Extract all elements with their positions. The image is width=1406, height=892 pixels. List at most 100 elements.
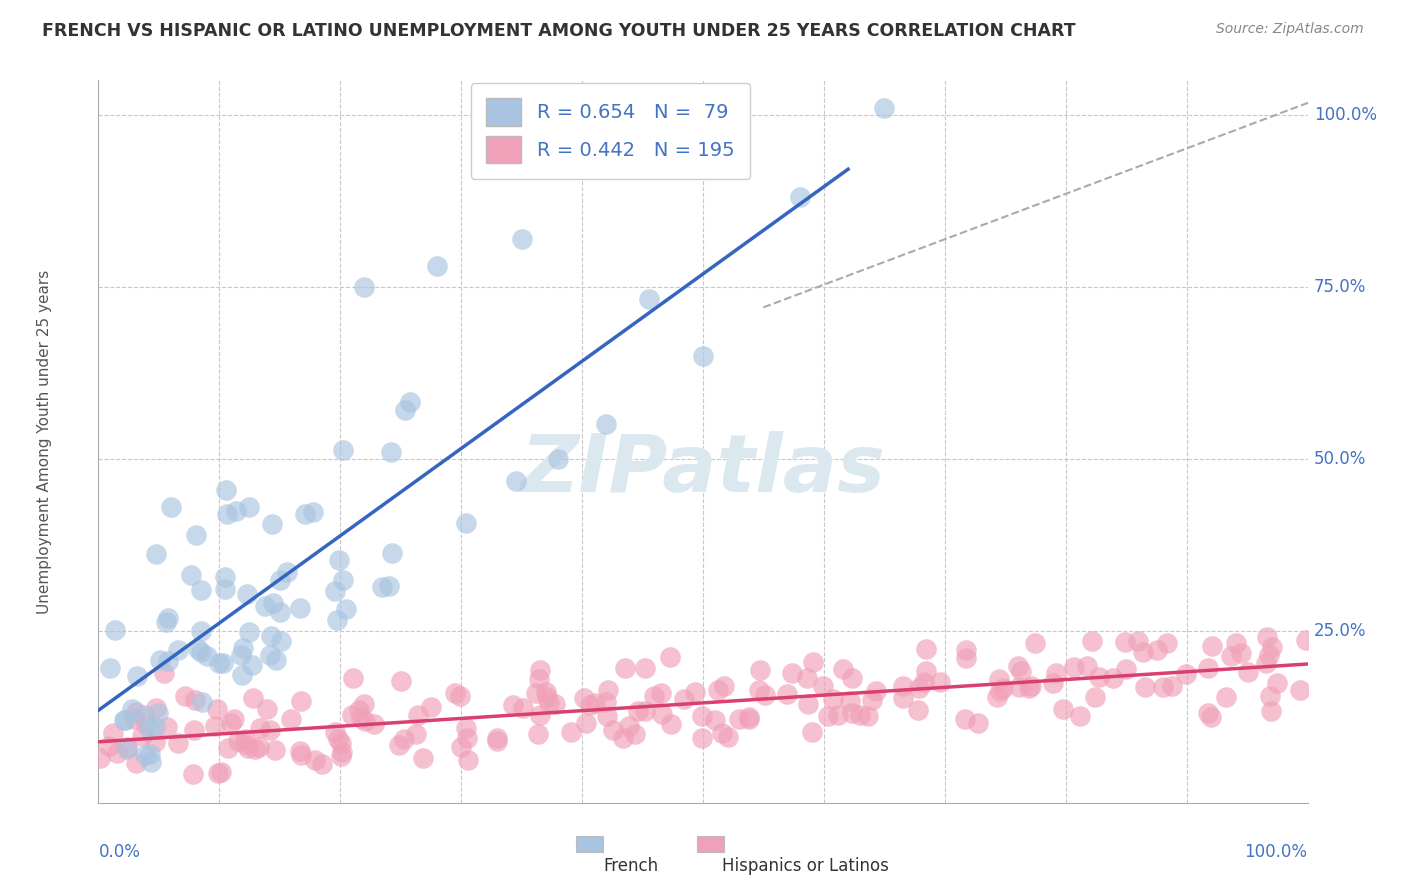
Point (595, 695, 617, 709)
Point (132, 708, 155, 723)
Point (121, 701, 143, 715)
Point (915, 642, 938, 657)
Point (456, 731, 478, 746)
Point (405, 727, 427, 741)
Point (426, 259, 449, 273)
Point (1128, 633, 1150, 648)
Point (797, 697, 820, 711)
Point (1219, 649, 1241, 664)
Point (1175, 667, 1198, 681)
Point (238, 624, 260, 639)
Point (174, 689, 197, 703)
Point (332, 443, 354, 458)
Point (394, 402, 416, 417)
Point (683, 684, 706, 698)
Text: ZIPatlas: ZIPatlas (520, 432, 886, 509)
Point (1258, 689, 1281, 703)
Point (860, 692, 883, 706)
Point (638, 293, 661, 307)
Text: Source: ZipAtlas.com: Source: ZipAtlas.com (1216, 22, 1364, 37)
Point (242, 691, 264, 706)
Point (184, 692, 207, 706)
Point (219, 715, 242, 730)
Point (529, 663, 551, 677)
Point (634, 661, 657, 675)
Point (160, 500, 183, 514)
Point (728, 712, 751, 726)
Point (692, 349, 714, 363)
Point (323, 725, 346, 739)
Point (690, 709, 713, 723)
Text: Unemployment Among Youth under 25 years: Unemployment Among Youth under 25 years (37, 269, 52, 614)
Point (330, 736, 353, 750)
Point (1045, 665, 1067, 680)
Point (1008, 680, 1031, 694)
Point (865, 684, 887, 698)
Point (148, 706, 170, 720)
Point (454, 721, 477, 735)
Point (124, 705, 146, 719)
Point (269, 605, 291, 619)
Point (754, 688, 776, 702)
Point (1225, 636, 1247, 650)
Point (122, 712, 145, 726)
Point (505, 474, 527, 488)
Point (117, 740, 139, 755)
Point (988, 684, 1011, 698)
Point (1114, 635, 1136, 649)
Point (149, 653, 172, 667)
Point (233, 732, 256, 747)
Point (330, 745, 353, 759)
Point (180, 567, 202, 582)
Point (823, 692, 845, 706)
Point (181, 767, 204, 781)
Point (538, 697, 561, 711)
Point (907, 703, 929, 717)
Point (155, 615, 177, 629)
Point (672, 692, 695, 706)
Point (596, 708, 619, 723)
Point (450, 739, 472, 754)
Point (353, 279, 375, 293)
Point (1256, 630, 1278, 644)
Point (613, 661, 636, 675)
Point (420, 700, 443, 714)
Point (1132, 645, 1154, 659)
Point (247, 739, 270, 754)
Point (208, 656, 231, 670)
Point (290, 601, 312, 615)
Point (1010, 664, 1032, 678)
Point (914, 664, 936, 678)
Point (290, 694, 312, 708)
Point (131, 729, 153, 743)
Point (617, 719, 640, 733)
Point (342, 671, 364, 685)
Point (873, 101, 896, 115)
Point (381, 546, 404, 560)
Point (290, 747, 312, 762)
Point (1199, 710, 1222, 724)
Point (703, 713, 725, 727)
Point (1197, 706, 1219, 721)
Point (1018, 681, 1040, 696)
Point (575, 716, 598, 731)
Point (801, 656, 824, 670)
Point (967, 715, 990, 730)
Point (214, 570, 236, 584)
Point (529, 708, 551, 723)
Point (789, 190, 811, 204)
Point (156, 610, 179, 624)
Point (145, 700, 167, 714)
Point (817, 709, 839, 723)
Point (243, 742, 266, 756)
Point (624, 727, 647, 741)
Point (294, 507, 316, 521)
Point (205, 701, 228, 715)
Point (710, 725, 733, 739)
Point (658, 650, 681, 665)
Point (1265, 676, 1288, 690)
Point (544, 698, 567, 712)
Point (264, 653, 287, 667)
Point (612, 731, 634, 745)
Point (486, 734, 509, 748)
